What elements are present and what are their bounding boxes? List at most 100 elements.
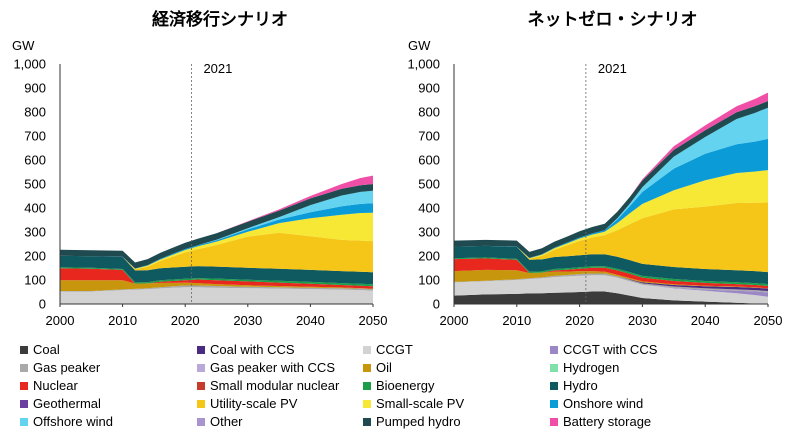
- right-area-coal-with-ccs: [454, 273, 768, 291]
- legend-swatch: [550, 364, 558, 372]
- legend-item-utility-scale-pv: Utility-scale PV: [197, 396, 297, 411]
- legend-item-coal-with-ccs: Coal with CCS: [197, 342, 295, 357]
- legend-swatch: [197, 382, 205, 390]
- right-x-tick-label: 2000: [440, 313, 469, 328]
- legend-item-oil: Oil: [363, 360, 392, 375]
- left-y-tick-label: 1,000: [13, 57, 46, 72]
- legend-item-onshore-wind: Onshore wind: [550, 396, 643, 411]
- right-year-annotation: 2021: [598, 61, 627, 76]
- legend-label: CCGT: [376, 342, 413, 357]
- legend-item-hydro: Hydro: [550, 378, 598, 393]
- left-y-tick-label: 300: [24, 225, 46, 240]
- legend-label: Onshore wind: [563, 396, 644, 411]
- legend-swatch: [20, 382, 28, 390]
- left-area-battery-storage: [60, 175, 373, 263]
- legend-swatch: [363, 382, 371, 390]
- legend-label: Oil: [376, 360, 392, 375]
- left-y-tick-label: 0: [39, 297, 46, 312]
- right-area-bioenergy: [454, 257, 768, 286]
- legend-item-small-modular-nuclear: Small modular nuclear: [197, 378, 339, 393]
- left-chart: 0 100 200 300 400 500 600 700 800 900 1,000 2000 201…: [12, 38, 387, 328]
- legend-swatch: [363, 418, 371, 426]
- legend-swatch: [20, 346, 28, 354]
- legend-item-pumped-hydro: Pumped hydro: [363, 414, 461, 429]
- legend-swatch: [197, 400, 205, 408]
- right-area-utility-scale-pv: [454, 202, 768, 273]
- legend-swatch: [363, 400, 371, 408]
- left-y-tick-label: 700: [24, 129, 46, 144]
- right-area-gas-peaker: [454, 273, 768, 293]
- legend-label: Geothermal: [33, 396, 101, 411]
- legend-swatch: [197, 418, 205, 426]
- right-x-tick-label: 2050: [754, 313, 783, 328]
- legend-label: Hydrogen: [563, 360, 620, 375]
- left-x-tick-label: 2040: [296, 313, 325, 328]
- legend-label: Utility-scale PV: [210, 396, 298, 411]
- legend-item-geothermal: Geothermal: [20, 396, 101, 411]
- legend-label: Small modular nuclear: [210, 378, 340, 393]
- legend-item-gas-peaker-with-ccs: Gas peaker with CCS: [197, 360, 335, 375]
- right-y-tick-label: 0: [433, 297, 440, 312]
- legend-label: Nuclear: [33, 378, 78, 393]
- legend-label: CCGT with CCS: [563, 342, 658, 357]
- right-y-tick-label: 900: [418, 81, 440, 96]
- left-area-pumped-hydro: [60, 184, 373, 269]
- right-area-oil: [454, 269, 768, 289]
- left-y-tick-label: 200: [24, 249, 46, 264]
- right-y-tick-label: 400: [418, 201, 440, 216]
- right-x-tick-label: 2020: [565, 313, 594, 328]
- right-chart-title: ネットゼロ・シナリオ: [527, 10, 698, 30]
- left-chart-title: 経済移行シナリオ: [152, 10, 288, 30]
- legend-swatch: [20, 400, 28, 408]
- legend-label: Bioenergy: [376, 378, 435, 393]
- legend-item-other: Other: [197, 414, 243, 429]
- right-x-tick-label: 2040: [691, 313, 720, 328]
- legend-label: Pumped hydro: [376, 414, 461, 429]
- legend-swatch: [197, 346, 205, 354]
- right-x-tick-label: 2030: [628, 313, 657, 328]
- legend-item-nuclear: Nuclear: [20, 378, 78, 393]
- legend-swatch: [363, 346, 371, 354]
- right-y-tick-label: 200: [418, 249, 440, 264]
- left-x-tick-label: 2030: [233, 313, 262, 328]
- left-area-offshore-wind: [60, 190, 373, 269]
- left-area-nuclear: [60, 268, 373, 289]
- legend-label: Other: [210, 414, 243, 429]
- left-year-annotation: 2021: [203, 61, 232, 76]
- left-y-tick-label: 800: [24, 105, 46, 120]
- legend-label: Small-scale PV: [376, 396, 465, 411]
- left-x-tick-label: 2020: [171, 313, 200, 328]
- legend-item-ccgt-with-ccs: CCGT with CCS: [550, 342, 657, 357]
- legend-swatch: [197, 364, 205, 372]
- legend-item-battery-storage: Battery storage: [550, 414, 651, 429]
- left-y-tick-label: 900: [24, 81, 46, 96]
- left-area-ccgt: [60, 287, 373, 304]
- legend-label: Coal: [33, 342, 60, 357]
- legend-label: Gas peaker: [33, 360, 101, 375]
- right-y-axis-label: GW: [408, 38, 431, 53]
- left-x-tick-label: 2050: [359, 313, 388, 328]
- legend-item-offshore-wind: Offshore wind: [20, 414, 113, 429]
- legend-swatch: [550, 418, 558, 426]
- right-area-coal: [454, 291, 768, 304]
- right-y-tick-label: 800: [418, 105, 440, 120]
- legend-item-hydrogen: Hydrogen: [550, 360, 619, 375]
- left-area-utility-scale-pv: [60, 232, 373, 273]
- right-x-tick-label: 2010: [502, 313, 531, 328]
- right-y-tick-label: 1,000: [407, 57, 440, 72]
- right-y-tick-label: 100: [418, 273, 440, 288]
- right-y-tick-label: 300: [418, 225, 440, 240]
- legend-label: Hydro: [563, 378, 598, 393]
- legend-swatch: [550, 346, 558, 354]
- right-chart: 0 100 200 300 400 500 600 700 800 900 1,000 2000 201…: [407, 38, 782, 328]
- legend-swatch: [363, 364, 371, 372]
- right-area-small-scale-pv: [454, 170, 768, 259]
- right-area-pumped-hydro: [454, 101, 768, 258]
- legend-label: Offshore wind: [33, 414, 113, 429]
- left-y-axis-label: GW: [12, 38, 35, 53]
- right-area-ccgt: [454, 275, 768, 304]
- right-y-tick-label: 600: [418, 153, 440, 168]
- left-y-tick-label: 500: [24, 177, 46, 192]
- legend-item-ccgt: CCGT: [363, 342, 413, 357]
- legend-label: Battery storage: [563, 414, 652, 429]
